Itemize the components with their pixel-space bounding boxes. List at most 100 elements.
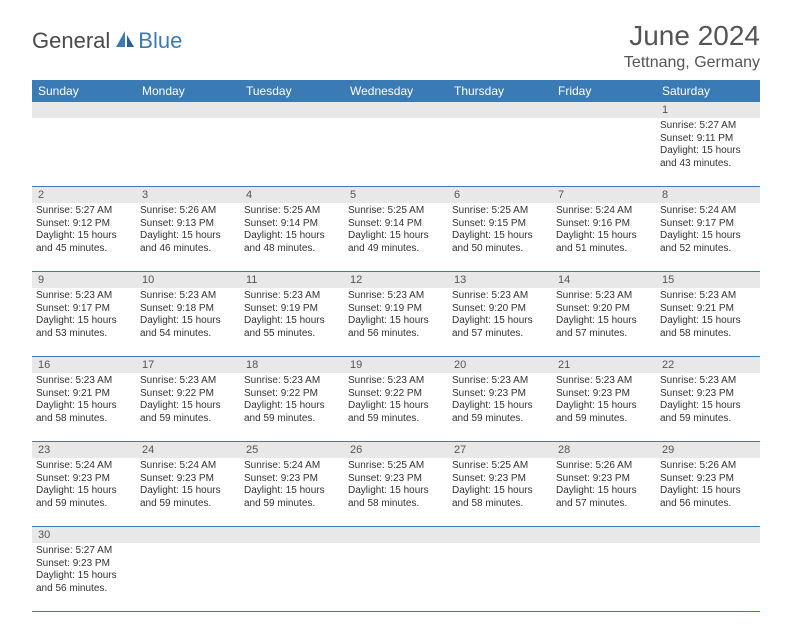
sunset-line: Sunset: 9:23 PM	[660, 388, 756, 401]
sunrise-line: Sunrise: 5:25 AM	[244, 205, 340, 218]
day-cell	[136, 118, 240, 186]
sunrise-line: Sunrise: 5:24 AM	[36, 460, 132, 473]
sunrise-line: Sunrise: 5:24 AM	[556, 205, 652, 218]
day-number: 27	[448, 442, 552, 458]
daylight-line-1: Daylight: 15 hours	[660, 485, 756, 498]
sunset-line: Sunset: 9:21 PM	[660, 303, 756, 316]
sunrise-line: Sunrise: 5:23 AM	[140, 290, 236, 303]
week-row: Sunrise: 5:27 AMSunset: 9:12 PMDaylight:…	[32, 203, 760, 272]
daylight-line-1: Daylight: 15 hours	[140, 230, 236, 243]
day-number	[656, 527, 760, 543]
page-header: General Blue June 2024 Tettnang, Germany	[32, 20, 760, 72]
daynum-row: 30	[32, 527, 760, 543]
sunrise-line: Sunrise: 5:23 AM	[660, 290, 756, 303]
daylight-line-1: Daylight: 15 hours	[660, 145, 756, 158]
logo-text-2: Blue	[138, 28, 182, 54]
day-cell	[448, 118, 552, 186]
sunset-line: Sunset: 9:20 PM	[556, 303, 652, 316]
sunrise-line: Sunrise: 5:23 AM	[660, 375, 756, 388]
day-cell: Sunrise: 5:23 AMSunset: 9:18 PMDaylight:…	[136, 288, 240, 356]
weekday-header: Sunday	[32, 80, 136, 102]
daylight-line-2: and 59 minutes.	[244, 498, 340, 511]
sunset-line: Sunset: 9:14 PM	[244, 218, 340, 231]
day-number	[136, 102, 240, 118]
sunrise-line: Sunrise: 5:23 AM	[452, 290, 548, 303]
day-number	[240, 527, 344, 543]
sunrise-line: Sunrise: 5:23 AM	[452, 375, 548, 388]
week-row: Sunrise: 5:27 AMSunset: 9:23 PMDaylight:…	[32, 543, 760, 612]
day-cell: Sunrise: 5:24 AMSunset: 9:23 PMDaylight:…	[136, 458, 240, 526]
weekday-header: Thursday	[448, 80, 552, 102]
day-cell	[136, 543, 240, 611]
day-number: 19	[344, 357, 448, 373]
sunrise-line: Sunrise: 5:23 AM	[244, 290, 340, 303]
week-block: 9101112131415Sunrise: 5:23 AMSunset: 9:1…	[32, 272, 760, 357]
sunrise-line: Sunrise: 5:25 AM	[348, 460, 444, 473]
week-block: 2345678Sunrise: 5:27 AMSunset: 9:12 PMDa…	[32, 187, 760, 272]
daylight-line-1: Daylight: 15 hours	[36, 400, 132, 413]
weekday-header: Monday	[136, 80, 240, 102]
daylight-line-2: and 51 minutes.	[556, 243, 652, 256]
daylight-line-1: Daylight: 15 hours	[452, 315, 548, 328]
weekday-header-row: SundayMondayTuesdayWednesdayThursdayFrid…	[32, 80, 760, 102]
day-number: 5	[344, 187, 448, 203]
day-cell: Sunrise: 5:23 AMSunset: 9:22 PMDaylight:…	[240, 373, 344, 441]
day-cell: Sunrise: 5:23 AMSunset: 9:22 PMDaylight:…	[136, 373, 240, 441]
daylight-line-1: Daylight: 15 hours	[348, 315, 444, 328]
daylight-line-1: Daylight: 15 hours	[36, 315, 132, 328]
daylight-line-2: and 59 minutes.	[36, 498, 132, 511]
day-cell: Sunrise: 5:23 AMSunset: 9:22 PMDaylight:…	[344, 373, 448, 441]
day-cell	[32, 118, 136, 186]
daylight-line-2: and 58 minutes.	[452, 498, 548, 511]
day-number: 4	[240, 187, 344, 203]
week-block: 23242526272829Sunrise: 5:24 AMSunset: 9:…	[32, 442, 760, 527]
day-cell: Sunrise: 5:23 AMSunset: 9:23 PMDaylight:…	[448, 373, 552, 441]
daylight-line-1: Daylight: 15 hours	[556, 485, 652, 498]
day-cell: Sunrise: 5:23 AMSunset: 9:19 PMDaylight:…	[240, 288, 344, 356]
day-number: 22	[656, 357, 760, 373]
day-cell: Sunrise: 5:25 AMSunset: 9:14 PMDaylight:…	[344, 203, 448, 271]
daylight-line-2: and 48 minutes.	[244, 243, 340, 256]
daylight-line-2: and 57 minutes.	[452, 328, 548, 341]
day-cell: Sunrise: 5:23 AMSunset: 9:20 PMDaylight:…	[552, 288, 656, 356]
daynum-row: 16171819202122	[32, 357, 760, 373]
logo-text-1: General	[32, 28, 110, 54]
week-block: 16171819202122Sunrise: 5:23 AMSunset: 9:…	[32, 357, 760, 442]
week-block: 30Sunrise: 5:27 AMSunset: 9:23 PMDayligh…	[32, 527, 760, 612]
day-number	[552, 527, 656, 543]
sunset-line: Sunset: 9:23 PM	[348, 473, 444, 486]
day-number: 6	[448, 187, 552, 203]
daylight-line-1: Daylight: 15 hours	[452, 230, 548, 243]
daynum-row: 9101112131415	[32, 272, 760, 288]
sunset-line: Sunset: 9:11 PM	[660, 133, 756, 146]
daylight-line-1: Daylight: 15 hours	[140, 400, 236, 413]
day-cell	[240, 543, 344, 611]
daylight-line-1: Daylight: 15 hours	[556, 230, 652, 243]
sunset-line: Sunset: 9:15 PM	[452, 218, 548, 231]
weekday-header: Friday	[552, 80, 656, 102]
day-number: 28	[552, 442, 656, 458]
daylight-line-1: Daylight: 15 hours	[452, 485, 548, 498]
title-block: June 2024 Tettnang, Germany	[624, 20, 760, 72]
sunrise-line: Sunrise: 5:24 AM	[244, 460, 340, 473]
day-cell	[344, 543, 448, 611]
day-cell	[552, 543, 656, 611]
daylight-line-2: and 43 minutes.	[660, 158, 756, 171]
sunset-line: Sunset: 9:20 PM	[452, 303, 548, 316]
day-cell	[552, 118, 656, 186]
sunset-line: Sunset: 9:23 PM	[36, 558, 132, 571]
daylight-line-2: and 57 minutes.	[556, 498, 652, 511]
sunrise-line: Sunrise: 5:27 AM	[36, 205, 132, 218]
day-cell: Sunrise: 5:23 AMSunset: 9:21 PMDaylight:…	[32, 373, 136, 441]
day-number: 3	[136, 187, 240, 203]
day-number: 30	[32, 527, 136, 543]
daylight-line-2: and 54 minutes.	[140, 328, 236, 341]
week-block: 1Sunrise: 5:27 AMSunset: 9:11 PMDaylight…	[32, 102, 760, 187]
day-number: 25	[240, 442, 344, 458]
day-number: 9	[32, 272, 136, 288]
day-cell	[656, 543, 760, 611]
day-cell	[448, 543, 552, 611]
daylight-line-1: Daylight: 15 hours	[660, 230, 756, 243]
daylight-line-2: and 55 minutes.	[244, 328, 340, 341]
daylight-line-2: and 58 minutes.	[348, 498, 444, 511]
